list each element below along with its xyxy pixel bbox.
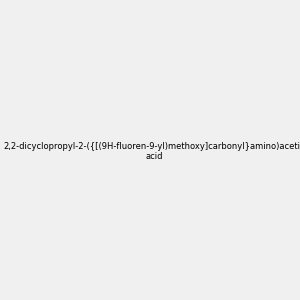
Text: 2,2-dicyclopropyl-2-({[(9H-fluoren-9-yl)methoxy]carbonyl}amino)acetic acid: 2,2-dicyclopropyl-2-({[(9H-fluoren-9-yl)… <box>3 142 300 161</box>
